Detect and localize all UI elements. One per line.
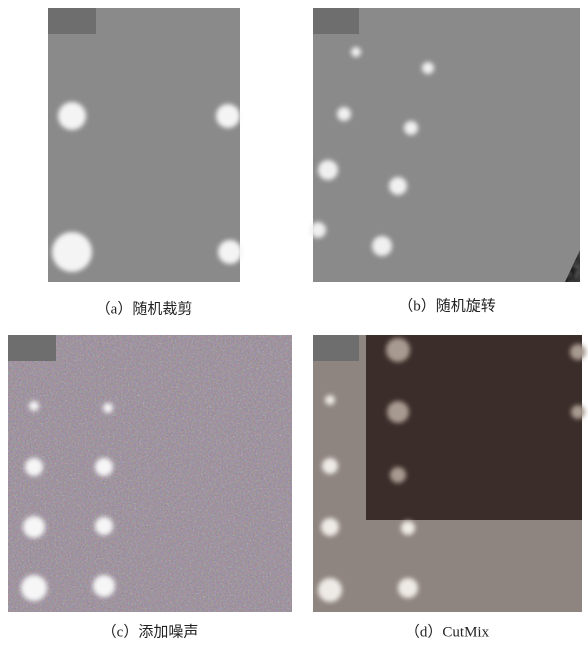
panel-d xyxy=(313,335,586,612)
panel-c xyxy=(8,335,292,612)
caption: （d）CutMix xyxy=(405,623,490,640)
caption: （c）添加噪声 xyxy=(102,622,199,640)
panel-a xyxy=(48,8,242,282)
page: body { margin: 0; width: 588px; height: … xyxy=(0,0,588,642)
figure: （a）随机裁剪 （b）随机旋转 （c）添加噪声 xyxy=(0,0,588,642)
panel-b xyxy=(310,8,580,282)
page-body: {"figure": {"captions": ["（a）随机裁剪", "（b）… xyxy=(0,0,588,642)
caption: （a）随机裁剪 xyxy=(96,300,193,317)
caption: （b）随机旋转 xyxy=(398,297,496,314)
